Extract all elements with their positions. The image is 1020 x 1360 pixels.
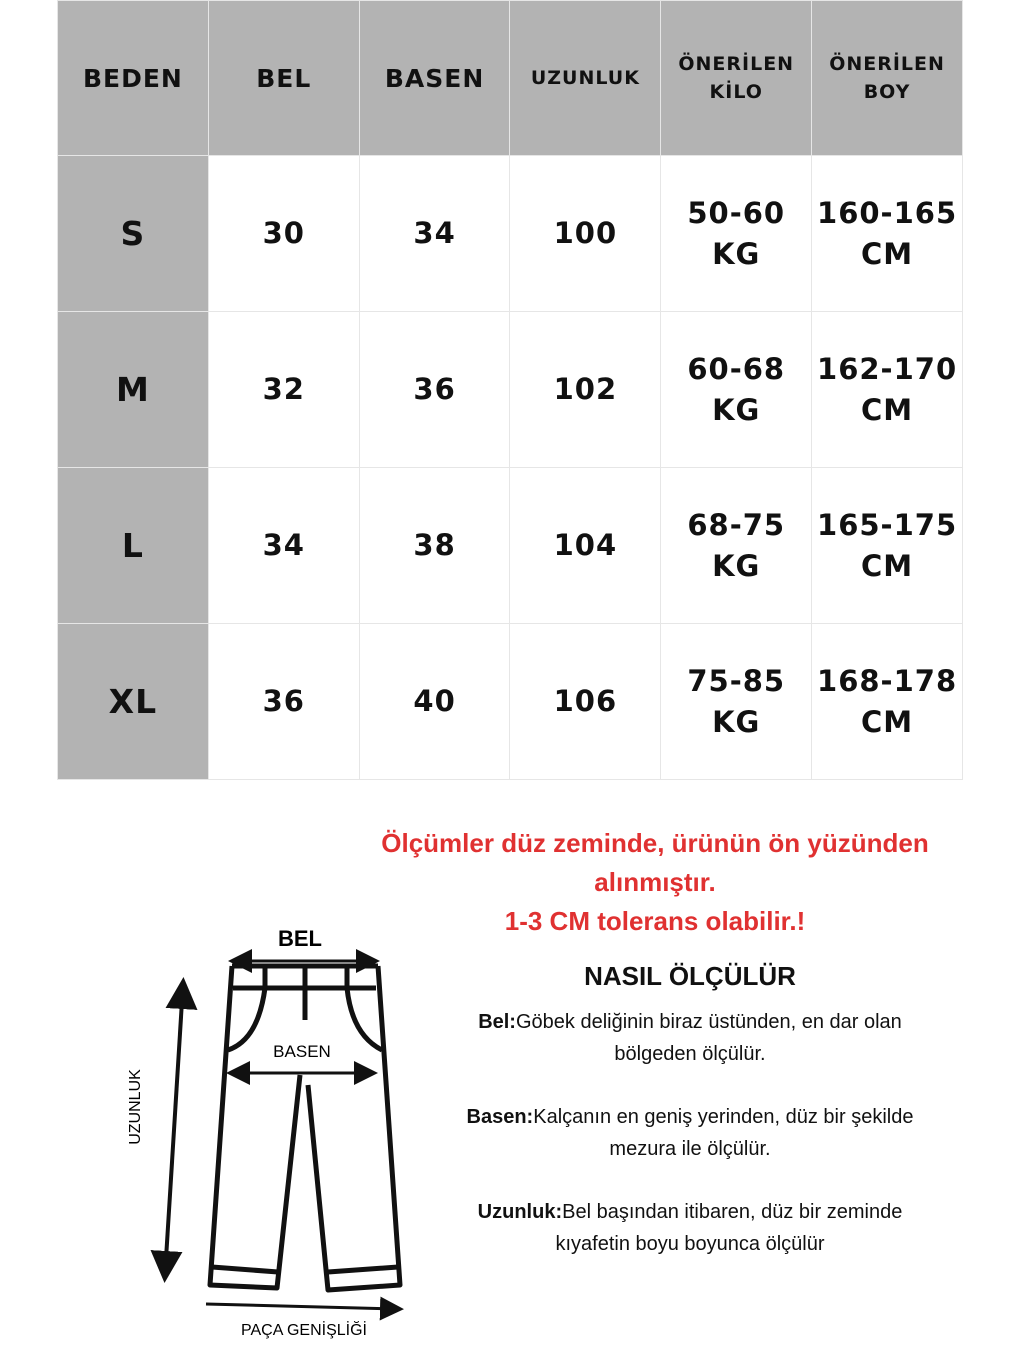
header-kilo: ÖNERİLEN KİLO [660,0,813,156]
cell-uzunluk: 104 [509,467,662,624]
how-item-basen: Basen:Kalçanın en geniş yerinden, düz bi… [466,1106,914,1160]
cell-basen: 36 [358,311,511,468]
cell-boy: 160-165 CM [811,155,963,312]
pants-outline-icon [207,963,403,1293]
header-boy: ÖNERİLEN BOY [811,0,963,156]
table-row: XL 36 40 106 75-85 KG 168-178 CM [57,623,963,780]
header-beden: BEDEN [57,0,209,156]
note-line-2: 1-3 CM tolerans olabilir.! [504,906,806,936]
cell-boy: 168-178 CM [811,623,963,780]
table-row: S 30 34 100 50-60 KG 160-165 CM [57,155,963,312]
cell-size: S [57,155,209,312]
paca-arrow-icon [205,1296,404,1321]
cell-boy: 162-170 CM [811,311,963,468]
paca-label: PAÇA GENİŞLİĞİ [241,1320,367,1339]
note-line-1: Ölçümler düz zeminde, ürünün ön yüzünden… [381,828,929,897]
cell-basen: 34 [358,155,511,312]
header-row: BEDEN BEL BASEN UZUNLUK ÖNERİLEN KİLO ÖN… [57,0,963,156]
measurement-note: Ölçümler düz zeminde, ürünün ön yüzünden… [380,824,930,941]
cell-uzunluk: 106 [509,623,662,780]
cell-basen: 38 [358,467,511,624]
cell-kilo: 60-68 KG [660,311,813,468]
how-to-measure: NASIL ÖLÇÜLÜR Bel:Göbek deliğinin biraz … [440,960,940,1291]
header-uzunluk: UZUNLUK [509,0,662,156]
bel-label: BEL [278,926,322,951]
how-item-uzunluk: Uzunluk:Bel başından itibaren, düz bir z… [477,1201,903,1255]
basen-label: BASEN [273,1042,331,1061]
uzunluk-arrow-icon [150,977,198,1283]
cell-uzunluk: 102 [509,311,662,468]
how-item-bel: Bel:Göbek deliğinin biraz üstünden, en d… [478,1011,902,1065]
cell-size: L [57,467,209,624]
how-title: NASIL ÖLÇÜLÜR [584,961,796,991]
cell-kilo: 50-60 KG [660,155,813,312]
uzunluk-label: UZUNLUK [127,1069,144,1145]
cell-bel: 34 [207,467,360,624]
cell-kilo: 68-75 KG [660,467,813,624]
table-row: M 32 36 102 60-68 KG 162-170 CM [57,311,963,468]
cell-size: M [57,311,209,468]
cell-basen: 40 [358,623,511,780]
cell-size: XL [57,623,209,780]
cell-bel: 30 [207,155,360,312]
cell-kilo: 75-85 KG [660,623,813,780]
size-table: BEDEN BEL BASEN UZUNLUK ÖNERİLEN KİLO ÖN… [57,0,963,780]
cell-bel: 36 [207,623,360,780]
header-basen: BASEN [358,0,511,156]
